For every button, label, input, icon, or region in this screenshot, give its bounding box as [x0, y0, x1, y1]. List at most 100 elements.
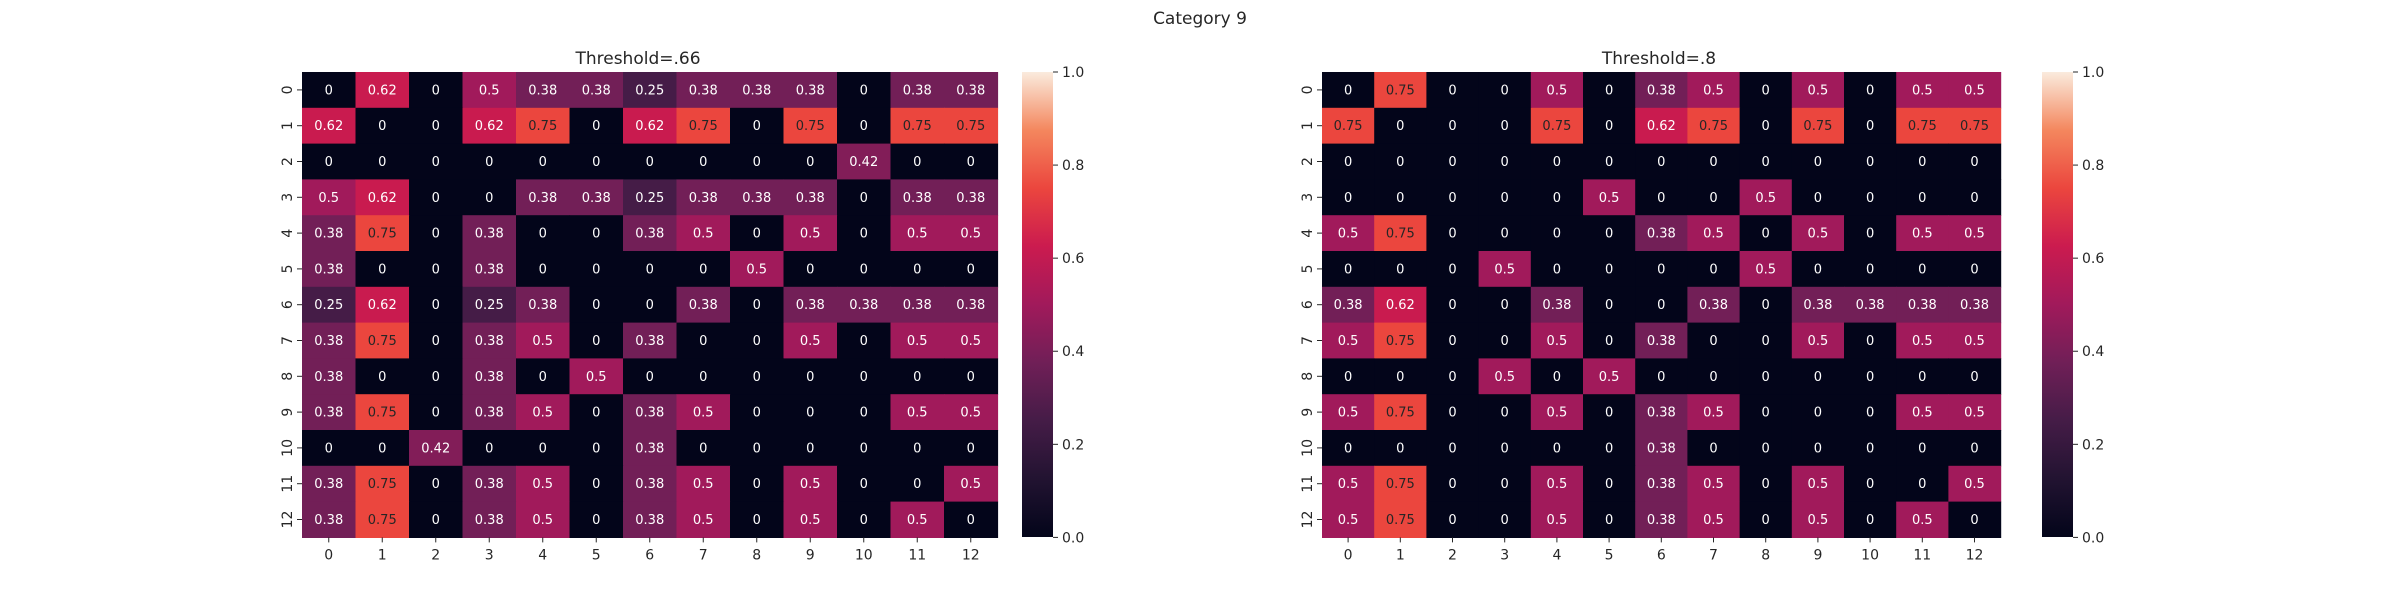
cell-value-label: 0: [432, 477, 440, 492]
heatmap-cell: [1844, 107, 1897, 145]
cell-value-label: 0: [432, 227, 440, 242]
colorbar-tick-label: 0.4: [1062, 344, 1084, 360]
heatmap-cell: [676, 251, 731, 288]
heatmap-cell: [462, 107, 517, 145]
heatmap-cell: [1426, 394, 1480, 431]
heatmap-cell: [1844, 179, 1897, 216]
cell-value-label: 0.5: [1338, 513, 1359, 528]
heatmap-cell: [730, 430, 785, 467]
heatmap-cell: [302, 107, 357, 145]
y-tick-label: 0: [280, 85, 296, 94]
heatmap-cell: [569, 501, 624, 538]
heatmap-cell: [623, 143, 678, 180]
heatmap-cell: [1791, 179, 1845, 216]
cell-value-label: 0: [1605, 119, 1613, 134]
heatmap-cell: [1530, 251, 1584, 288]
cell-value-label: 0.38: [528, 83, 557, 98]
cell-value-label: 0: [806, 406, 814, 421]
cell-value-label: 0.38: [635, 406, 664, 421]
cell-value-label: 0: [378, 119, 386, 134]
heatmap-cell: [1583, 430, 1636, 467]
cell-value-label: 0.75: [689, 119, 718, 134]
heatmap-cell: [1426, 358, 1480, 395]
cell-value-label: 0: [753, 298, 761, 313]
cell-value-label: 0.75: [368, 334, 397, 349]
heatmap-cell: [1739, 143, 1793, 180]
cell-value-label: 0: [967, 370, 975, 385]
cell-value-label: 0.62: [1647, 119, 1676, 134]
heatmap-cell: [890, 465, 945, 503]
heatmap-cell: [1896, 430, 1949, 467]
heatmap-cell: [302, 358, 357, 395]
cell-value-label: 0.5: [1547, 477, 1568, 492]
heatmap-cell: [1948, 72, 2002, 109]
heatmap-cell: [1791, 322, 1845, 359]
x-tick-labels-right: 0 1 2 3 4 5 6 7 8 9 10 11 12: [1344, 537, 1983, 563]
cell-value-label: 0.5: [1912, 83, 1933, 98]
cell-value-label: 0.62: [314, 119, 343, 134]
cell-value-label: 0: [1814, 370, 1822, 385]
heatmap-cell: [623, 286, 678, 324]
cell-value-label: 0.5: [1547, 513, 1568, 528]
cell-value-label: 0.5: [1964, 477, 1985, 492]
heatmap-cell: [302, 72, 357, 109]
cell-value-label: 0.38: [903, 298, 932, 313]
cell-value-label: 0.38: [314, 513, 343, 528]
cell-value-label: 0: [860, 262, 868, 277]
x-tick-label: 4: [1552, 547, 1561, 563]
cell-value-label: 0.38: [1647, 83, 1676, 98]
cell-value-label: 0: [646, 298, 654, 313]
cell-value-label: 0.5: [693, 227, 714, 242]
cell-value-label: 0: [1344, 370, 1352, 385]
heatmap-cell: [1374, 465, 1427, 503]
heatmap-cell: [890, 179, 945, 216]
cell-value-label: 0: [699, 262, 707, 277]
cell-value-label: 0: [753, 227, 761, 242]
heatmap-cell: [516, 394, 571, 431]
heatmap-cell: [1530, 322, 1584, 359]
heatmap-cell: [355, 143, 410, 180]
heatmap-cell: [1844, 501, 1897, 538]
x-tick-label: 2: [1448, 547, 1457, 563]
heatmap-cell: [462, 465, 517, 503]
colorbar-tick-label: 0.6: [2082, 251, 2104, 267]
x-tick-label: 8: [752, 547, 761, 563]
y-tick-label: 10: [280, 439, 296, 457]
heatmap-cell: [409, 465, 464, 503]
heatmap-cell: [1948, 430, 2002, 467]
colorbar-tick-label: 1.0: [1062, 65, 1084, 81]
heatmap-cell: [1844, 358, 1897, 395]
cell-value-label: 0.5: [960, 477, 981, 492]
heatmap-cell: [1374, 107, 1427, 145]
cell-value-label: 0: [1448, 227, 1456, 242]
cell-value-label: 0: [1918, 155, 1926, 170]
heatmap-cell: [1530, 286, 1584, 324]
heatmap-cell: [1739, 72, 1793, 109]
heatmap-cell: [462, 501, 517, 538]
heatmap-cell: [837, 430, 892, 467]
heatmap-cell: [1374, 215, 1427, 252]
cell-value-label: 0: [539, 155, 547, 170]
cell-value-label: 0.38: [956, 83, 985, 98]
heatmap-cell: [1374, 143, 1427, 180]
cell-value-label: 0: [485, 155, 493, 170]
heatmap-cell: [1426, 143, 1480, 180]
colorbar-tick-label: 0.8: [1062, 158, 1084, 174]
cell-value-label: 0: [1448, 155, 1456, 170]
cell-value-label: 0: [1866, 119, 1874, 134]
cell-value-label: 0: [753, 155, 761, 170]
heatmap-cell: [516, 72, 571, 109]
cell-value-label: 0: [913, 370, 921, 385]
cell-value-label: 0.38: [314, 334, 343, 349]
cell-value-label: 0: [432, 83, 440, 98]
cell-value-label: 0.75: [528, 119, 557, 134]
heatmap-cell: [783, 251, 838, 288]
heatmap-cell: [890, 251, 945, 288]
heatmap-cell: [355, 107, 410, 145]
cell-value-label: 0.75: [1908, 119, 1937, 134]
cell-value-label: 0: [1448, 441, 1456, 456]
heatmap-cell: [783, 430, 838, 467]
cell-value-label: 0: [592, 334, 600, 349]
colorbar-tick-label: 0.0: [1062, 530, 1084, 546]
